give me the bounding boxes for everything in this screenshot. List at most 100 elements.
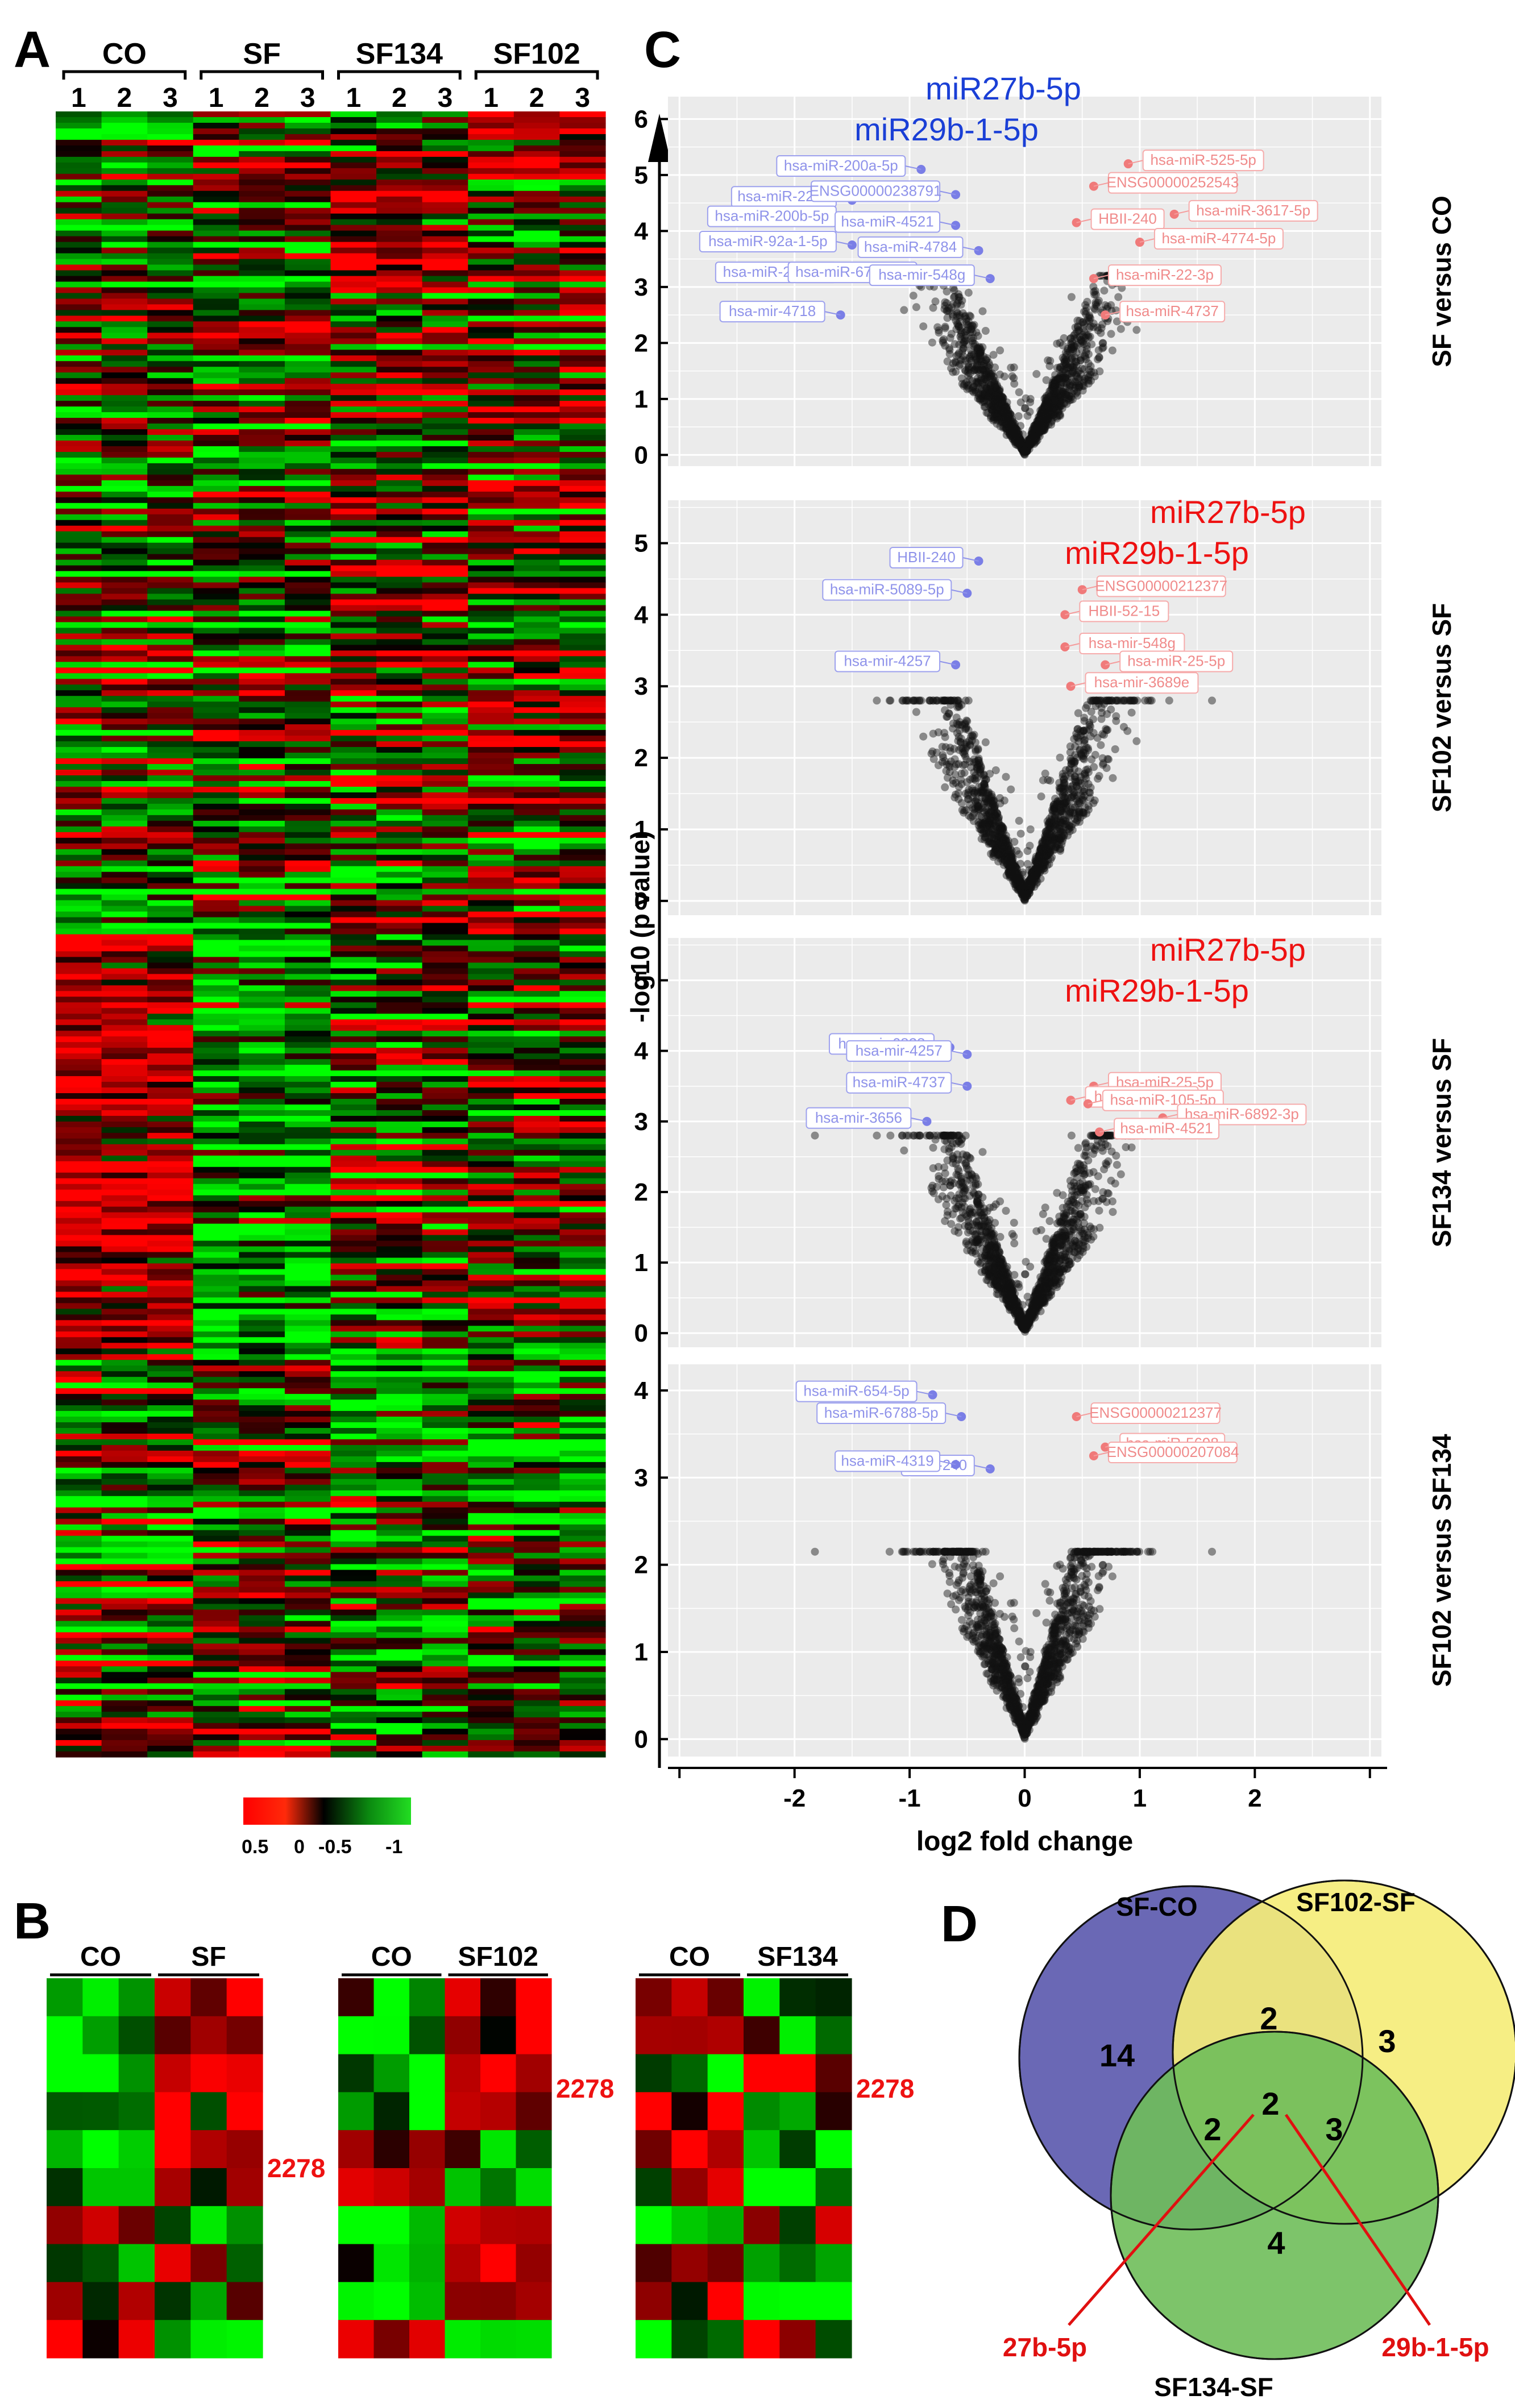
heatmap-a-cell xyxy=(513,1303,561,1309)
heatmap-a-cell xyxy=(468,945,514,952)
volcano-point xyxy=(967,325,976,334)
volcano-point xyxy=(1041,405,1050,414)
heatmap-a-cell xyxy=(422,1626,468,1633)
heatmap-a-cell xyxy=(101,713,148,719)
volcano-point xyxy=(989,351,998,359)
heatmap-a-cell xyxy=(422,1507,468,1514)
heatmap-a-cell xyxy=(147,1729,194,1735)
heatmap-a-cell xyxy=(513,554,561,561)
heatmap-a-cell xyxy=(193,424,239,430)
heatmap-a-cell xyxy=(376,1263,423,1270)
heatmap-a-cell xyxy=(101,1348,148,1355)
heatmap-a-cell xyxy=(239,1700,285,1707)
volcano-point xyxy=(953,319,961,328)
heatmap-a-cell xyxy=(101,1501,148,1508)
heatmap-a-cell xyxy=(147,1615,194,1622)
heatmap-a-cell xyxy=(193,1184,239,1190)
heatmap-a-cell xyxy=(101,480,148,487)
heatmap-a-cell xyxy=(513,1042,561,1048)
heatmap-a-cell xyxy=(147,1683,194,1689)
volcano-point xyxy=(1086,362,1095,371)
heatmap-a-cell xyxy=(513,622,561,629)
heatmap-a-cell xyxy=(239,1172,285,1179)
heatmap-a-cell xyxy=(284,753,331,759)
heatmap-a-cell xyxy=(468,1240,514,1247)
heatmap-a-cell xyxy=(239,1592,285,1599)
heatmap-a-cell xyxy=(193,1178,239,1185)
heatmap-a-cell xyxy=(101,809,148,816)
heatmap-a-cell xyxy=(330,1587,377,1593)
heatmap-a-cell xyxy=(284,1564,331,1571)
heatmap-a-cell xyxy=(513,588,561,595)
heatmap-a-cell xyxy=(147,559,194,566)
heatmap-a-cell xyxy=(422,906,468,912)
heatmap-a-cell xyxy=(513,508,561,515)
heatmap-a-cell xyxy=(330,451,377,458)
heatmap-a-cell xyxy=(513,1655,561,1661)
heatmap-a-cell xyxy=(422,315,468,322)
heatmap-a-cell xyxy=(422,684,468,691)
heatmap-a-cell xyxy=(239,1734,285,1741)
heatmap-a-cell xyxy=(422,1723,468,1729)
heatmap-a-cell xyxy=(422,662,468,668)
heatmap-a-cell xyxy=(193,514,239,521)
heatmap-a-cell xyxy=(239,713,285,719)
heatmap-a-cell xyxy=(376,1314,423,1321)
heatmap-a-cell xyxy=(559,514,606,521)
heatmap-a-cell xyxy=(101,1099,148,1105)
heatmap-a-cell xyxy=(284,917,331,924)
volcano-point xyxy=(985,397,994,406)
volcano-point xyxy=(1011,433,1019,442)
heatmap-a-cell xyxy=(284,468,331,475)
heatmap-a-cell xyxy=(468,673,514,679)
heatmap-a-cell xyxy=(513,1144,561,1151)
heatmap-a-cell xyxy=(468,849,514,856)
heatmap-a-cell xyxy=(513,1212,561,1219)
heatmap-a-cell xyxy=(559,605,606,612)
heatmap-a-cell xyxy=(330,156,377,163)
heatmap-a-cell xyxy=(559,1666,606,1672)
heatmap-a-cell xyxy=(239,1643,285,1650)
heatmap-a-cell xyxy=(468,1388,514,1394)
heatmap-a-cell xyxy=(422,1467,468,1474)
heatmap-a-cell xyxy=(56,1422,102,1429)
heatmap-a-cell xyxy=(101,1303,148,1309)
heatmap-a-cell xyxy=(147,117,194,123)
heatmap-a-cell xyxy=(330,820,377,827)
heatmap-a-cell xyxy=(284,1394,331,1400)
heatmap-a-cell xyxy=(56,1263,102,1270)
heatmap-a-cell xyxy=(468,429,514,435)
heatmap-a-cell xyxy=(284,758,331,765)
volcano-point xyxy=(1042,409,1051,418)
volcano-point xyxy=(1056,373,1064,381)
heatmap-a-cell xyxy=(239,1706,285,1712)
heatmap-a-cell xyxy=(376,1274,423,1281)
heatmap-a-cell xyxy=(376,900,423,907)
volcano-point xyxy=(1020,445,1029,454)
heatmap-a-cell xyxy=(284,860,331,867)
heatmap-a-cell xyxy=(193,1320,239,1326)
heatmap-a-cell xyxy=(284,1462,331,1468)
heatmap-a-cell xyxy=(101,1178,148,1185)
heatmap-a-cell xyxy=(422,803,468,810)
heatmap-a-cell xyxy=(147,1076,194,1082)
heatmap-a-cell xyxy=(147,1632,194,1638)
heatmap-a-cell xyxy=(239,605,285,612)
heatmap-a-cell xyxy=(559,1014,606,1020)
heatmap-a-cell xyxy=(468,565,514,572)
heatmap-a-cell xyxy=(284,1558,331,1565)
heatmap-a-cell xyxy=(559,1161,606,1168)
heatmap-a-cell xyxy=(56,1712,102,1718)
heatmap-a-cell xyxy=(56,554,102,561)
heatmap-a-cell xyxy=(376,168,423,175)
heatmap-a-cell xyxy=(56,696,102,702)
heatmap-a-cell xyxy=(56,951,102,958)
heatmap-a-cell xyxy=(559,690,606,696)
heatmap-a-cell xyxy=(193,854,239,861)
heatmap-a-cell xyxy=(559,429,606,435)
heatmap-a-cell xyxy=(559,854,606,861)
heatmap-a-cell xyxy=(101,1019,148,1026)
heatmap-a-cell xyxy=(376,1377,423,1383)
volcano-point xyxy=(1045,387,1054,396)
heatmap-a-cell xyxy=(376,605,423,612)
